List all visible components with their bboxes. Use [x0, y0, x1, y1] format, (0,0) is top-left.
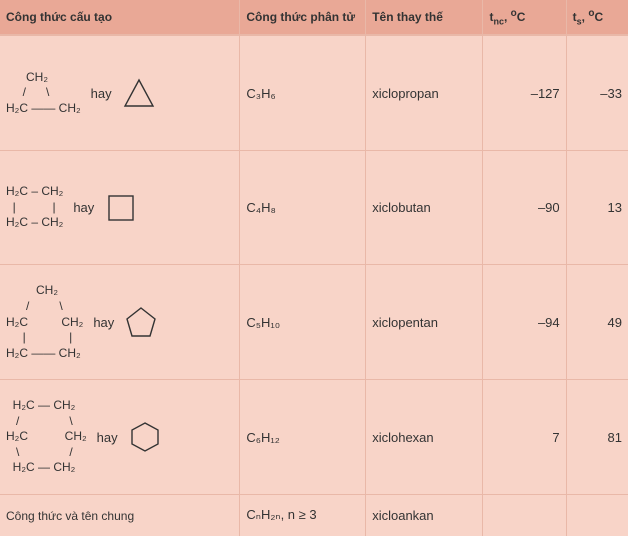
table-header-row: Công thức cấu tạo Công thức phân tử Tên … [0, 0, 628, 35]
table-row: CH₂ / \ H₂C CH₂ | | H₂C —— CH₂ hay C₅H₁₀… [0, 265, 628, 380]
header-molecular: Công thức phân tử [240, 0, 366, 35]
header-structure: Công thức cấu tạo [0, 0, 240, 35]
melting-point: –90 [483, 150, 566, 265]
cycloalkane-table: Công thức cấu tạo Công thức phân tử Tên … [0, 0, 628, 536]
boiling-point: 13 [566, 150, 628, 265]
boiling-point: –33 [566, 35, 628, 150]
compound-name: xiclopentan [366, 265, 483, 380]
footer-molecular: CₙH₂ₙ, n ≥ 3 [240, 494, 366, 536]
hay-label: hay [97, 430, 118, 445]
hay-label: hay [91, 86, 112, 101]
footer-label: Công thức và tên chung [6, 509, 134, 523]
structure-cell: H₂C – CH₂ | | H₂C – CH₂ hay [6, 184, 233, 231]
molecular-formula: C₃H₆ [240, 35, 366, 150]
header-tnc: tnc, oC [483, 0, 566, 35]
table-row: H₂C — CH₂ / \ H₂C CH₂ \ / H₂C — CH₂ hay … [0, 380, 628, 495]
molecular-formula: C₄H₈ [240, 150, 366, 265]
hay-label: hay [93, 315, 114, 330]
structure-formula: CH₂ / \ H₂C —— CH₂ [6, 70, 81, 117]
molecular-formula: C₅H₁₀ [240, 265, 366, 380]
structure-cell: CH₂ / \ H₂C —— CH₂ hay [6, 70, 233, 117]
boiling-point: 49 [566, 265, 628, 380]
compound-name: xiclopropan [366, 35, 483, 150]
structure-formula: CH₂ / \ H₂C CH₂ | | H₂C —— CH₂ [6, 283, 83, 361]
table-row: H₂C – CH₂ | | H₂C – CH₂ hay C₄H₈ xiclobu… [0, 150, 628, 265]
compound-name: xiclobutan [366, 150, 483, 265]
hay-label: hay [73, 200, 94, 215]
pentagon-icon [124, 305, 158, 339]
compound-name: xiclohexan [366, 380, 483, 495]
footer-tnc [483, 494, 566, 536]
structure-formula: H₂C — CH₂ / \ H₂C CH₂ \ / H₂C — CH₂ [6, 398, 87, 476]
melting-point: –94 [483, 265, 566, 380]
square-icon [104, 191, 138, 225]
structure-cell: H₂C — CH₂ / \ H₂C CH₂ \ / H₂C — CH₂ hay [6, 398, 233, 476]
melting-point: –127 [483, 35, 566, 150]
structure-formula: H₂C – CH₂ | | H₂C – CH₂ [6, 184, 63, 231]
molecular-formula: C₆H₁₂ [240, 380, 366, 495]
footer-ts [566, 494, 628, 536]
boiling-point: 81 [566, 380, 628, 495]
table-row: CH₂ / \ H₂C —— CH₂ hay C₃H₆ xiclopropan … [0, 35, 628, 150]
triangle-icon [122, 76, 156, 110]
header-name: Tên thay thế [366, 0, 483, 35]
melting-point: 7 [483, 380, 566, 495]
header-ts: ts, oC [566, 0, 628, 35]
table-footer-row: Công thức và tên chung CₙH₂ₙ, n ≥ 3 xicl… [0, 494, 628, 536]
table-body: CH₂ / \ H₂C —— CH₂ hay C₃H₆ xiclopropan … [0, 35, 628, 536]
hexagon-icon [128, 420, 162, 454]
footer-name: xicloankan [366, 494, 483, 536]
structure-cell: CH₂ / \ H₂C CH₂ | | H₂C —— CH₂ hay [6, 283, 233, 361]
